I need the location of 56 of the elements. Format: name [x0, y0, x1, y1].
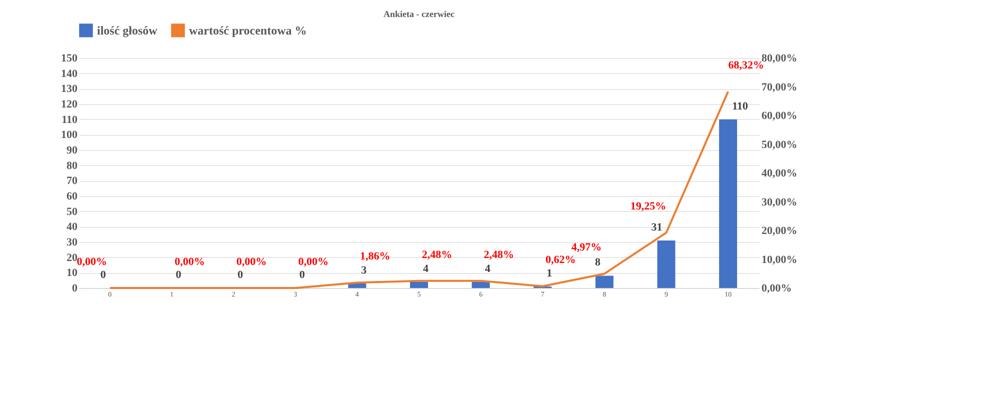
chart-title: Ankieta - czerwiec [384, 9, 454, 19]
y2-tick-label: 30,00% [762, 196, 798, 208]
data-label: 2,48% [422, 248, 452, 261]
y-tick-label: 50 [66, 206, 78, 218]
data-label: 1,86% [360, 250, 390, 263]
bar [348, 283, 366, 288]
y-tick-label: 150 [61, 52, 78, 64]
data-label: 0 [176, 269, 182, 281]
y2-tick-label: 80,00% [762, 52, 798, 64]
data-label: 68,32% [728, 60, 764, 72]
data-label: 0 [100, 269, 106, 281]
y2-tick-label: 70,00% [762, 81, 798, 94]
y2-tick-label: 50,00% [762, 138, 798, 151]
data-label: 0 [299, 269, 306, 281]
legend-label: wartość procentowa % [189, 23, 307, 38]
y-tick-label: 20 [66, 252, 78, 264]
y-tick-label: 110 [62, 114, 78, 126]
bar [472, 282, 490, 288]
y2-tick-label: 40,00% [762, 168, 798, 180]
bar [595, 276, 614, 288]
data-label: 4 [423, 262, 429, 275]
data-label: 4 [484, 262, 491, 275]
data-label: 4,97% [571, 242, 602, 254]
y-tick-label: 130 [61, 83, 78, 96]
y2-tick-label: 10,00% [762, 254, 798, 266]
data-label: 3 [361, 264, 368, 276]
y2-tick-label: 20,00% [762, 225, 798, 237]
bar [657, 240, 676, 288]
data-label: 0,00% [76, 256, 108, 268]
data-label: 8 [594, 256, 601, 269]
data-label: 110 [732, 100, 748, 112]
data-label: 0,00% [236, 256, 267, 268]
bar [410, 282, 428, 288]
y-tick-label: 40 [66, 221, 78, 234]
y-tick-label: 140 [61, 68, 78, 80]
data-label: 0,62% [546, 254, 576, 266]
data-label: 31 [651, 221, 662, 234]
y-tick-label: 120 [61, 98, 78, 110]
y-tick-label: 100 [61, 129, 78, 142]
y-tick-label: 60 [66, 190, 78, 202]
y-tick-label: 80 [66, 160, 78, 172]
legend-label: ilość głosów [97, 23, 158, 38]
data-label: 19,25% [630, 200, 666, 213]
data-label: 2,48% [484, 248, 514, 261]
data-label: 1 [546, 267, 552, 280]
line-series [108, 90, 730, 289]
data-label: 0 [238, 269, 244, 281]
y-tick-label: 90 [66, 144, 78, 156]
y2-tick-label: 0,00% [762, 282, 792, 294]
y-tick-label: 30 [66, 236, 78, 248]
y2-tick-label: 60,00% [762, 110, 798, 122]
y-tick-label: 70 [66, 175, 78, 188]
data-label: 0,00% [174, 256, 205, 268]
y-tick-label: 10 [66, 267, 78, 280]
bar [719, 119, 738, 288]
data-label: 0,00% [298, 256, 328, 268]
